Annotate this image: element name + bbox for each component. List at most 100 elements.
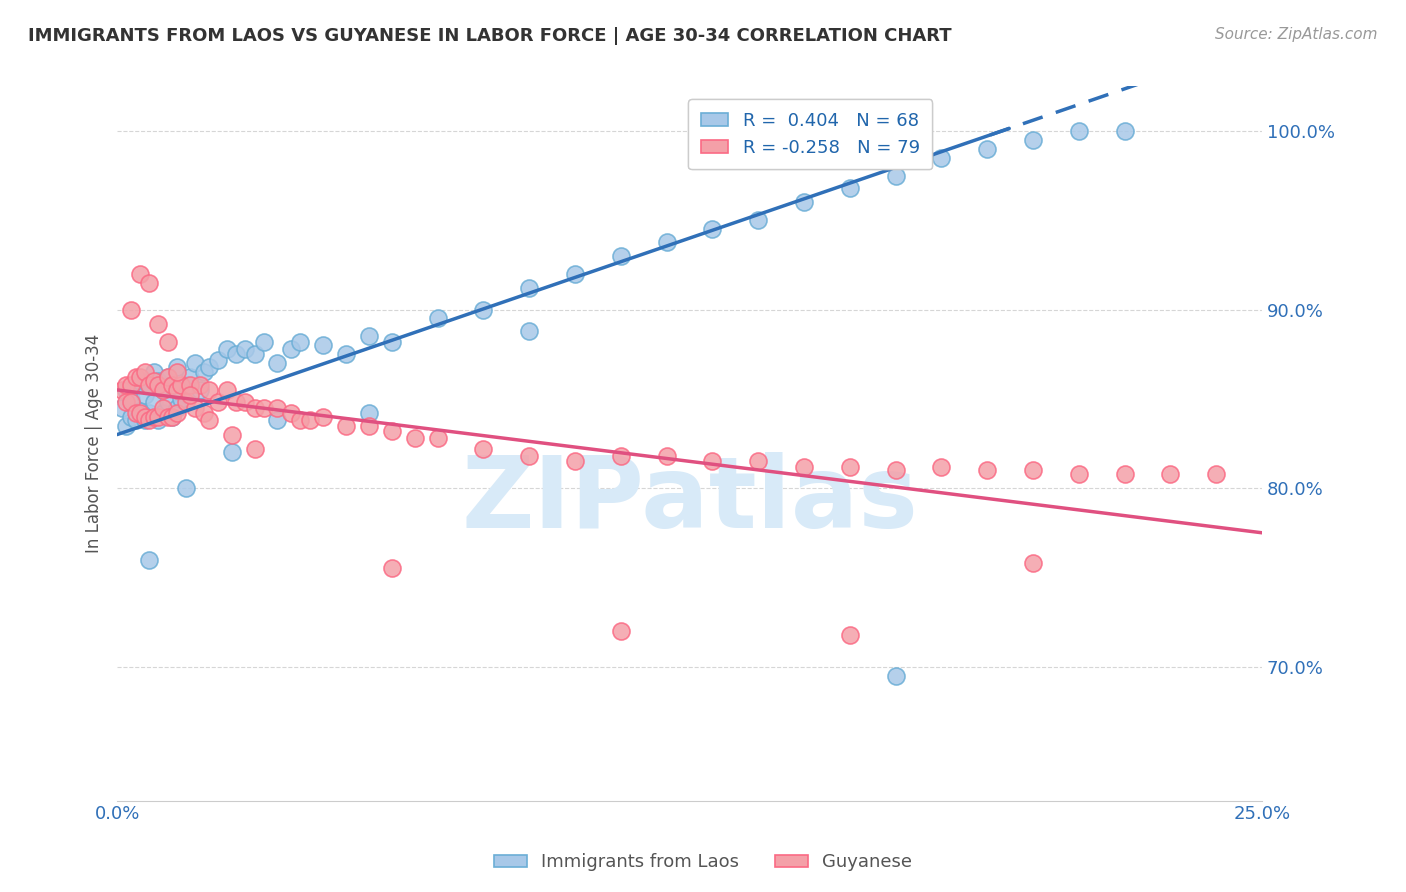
Point	[207, 395, 229, 409]
Point	[225, 395, 247, 409]
Point	[129, 406, 152, 420]
Point	[221, 445, 243, 459]
Point	[148, 374, 170, 388]
Point	[188, 377, 211, 392]
Point	[298, 413, 321, 427]
Point	[148, 413, 170, 427]
Point	[312, 338, 335, 352]
Point	[1159, 467, 1181, 481]
Point	[290, 334, 312, 349]
Point	[266, 356, 288, 370]
Point	[1067, 467, 1090, 481]
Point	[838, 181, 860, 195]
Text: Source: ZipAtlas.com: Source: ZipAtlas.com	[1215, 27, 1378, 42]
Point	[838, 627, 860, 641]
Point	[152, 383, 174, 397]
Point	[253, 401, 276, 415]
Point	[152, 401, 174, 415]
Point	[138, 413, 160, 427]
Point	[160, 377, 183, 392]
Point	[111, 383, 134, 397]
Point	[120, 409, 142, 424]
Y-axis label: In Labor Force | Age 30-34: In Labor Force | Age 30-34	[86, 334, 103, 553]
Point	[129, 374, 152, 388]
Point	[193, 365, 215, 379]
Point	[793, 459, 815, 474]
Point	[170, 392, 193, 406]
Point	[142, 395, 165, 409]
Point	[197, 413, 219, 427]
Point	[1114, 124, 1136, 138]
Point	[884, 668, 907, 682]
Point	[142, 409, 165, 424]
Point	[124, 377, 146, 392]
Point	[188, 383, 211, 397]
Point	[312, 409, 335, 424]
Point	[838, 459, 860, 474]
Point	[142, 365, 165, 379]
Point	[357, 418, 380, 433]
Point	[179, 377, 201, 392]
Point	[152, 406, 174, 420]
Point	[235, 395, 257, 409]
Point	[193, 406, 215, 420]
Point	[243, 347, 266, 361]
Point	[166, 383, 188, 397]
Point	[134, 413, 156, 427]
Point	[702, 222, 724, 236]
Point	[655, 235, 678, 249]
Point	[134, 409, 156, 424]
Point	[747, 213, 769, 227]
Point	[243, 401, 266, 415]
Point	[235, 342, 257, 356]
Point	[610, 624, 633, 638]
Point	[129, 267, 152, 281]
Point	[1022, 133, 1045, 147]
Point	[335, 347, 357, 361]
Point	[747, 454, 769, 468]
Point	[976, 142, 998, 156]
Point	[610, 449, 633, 463]
Point	[115, 377, 138, 392]
Point	[1022, 556, 1045, 570]
Point	[517, 281, 540, 295]
Point	[170, 377, 193, 392]
Point	[357, 329, 380, 343]
Point	[253, 334, 276, 349]
Point	[129, 370, 152, 384]
Point	[160, 409, 183, 424]
Point	[976, 463, 998, 477]
Point	[357, 406, 380, 420]
Point	[884, 463, 907, 477]
Point	[517, 324, 540, 338]
Point	[404, 431, 426, 445]
Point	[156, 370, 179, 384]
Point	[381, 334, 404, 349]
Point	[1114, 467, 1136, 481]
Point	[160, 409, 183, 424]
Point	[184, 356, 207, 370]
Point	[564, 454, 586, 468]
Point	[156, 395, 179, 409]
Legend: R =  0.404   N = 68, R = -0.258   N = 79: R = 0.404 N = 68, R = -0.258 N = 79	[689, 99, 932, 169]
Point	[115, 383, 138, 397]
Point	[221, 427, 243, 442]
Point	[156, 370, 179, 384]
Point	[179, 388, 201, 402]
Point	[124, 413, 146, 427]
Point	[115, 395, 138, 409]
Point	[134, 365, 156, 379]
Point	[179, 370, 201, 384]
Point	[217, 383, 239, 397]
Point	[120, 395, 142, 409]
Point	[381, 424, 404, 438]
Point	[166, 401, 188, 415]
Point	[142, 374, 165, 388]
Point	[1205, 467, 1227, 481]
Point	[931, 151, 953, 165]
Point	[197, 383, 219, 397]
Point	[243, 442, 266, 456]
Point	[160, 377, 183, 392]
Point	[124, 406, 146, 420]
Point	[426, 311, 449, 326]
